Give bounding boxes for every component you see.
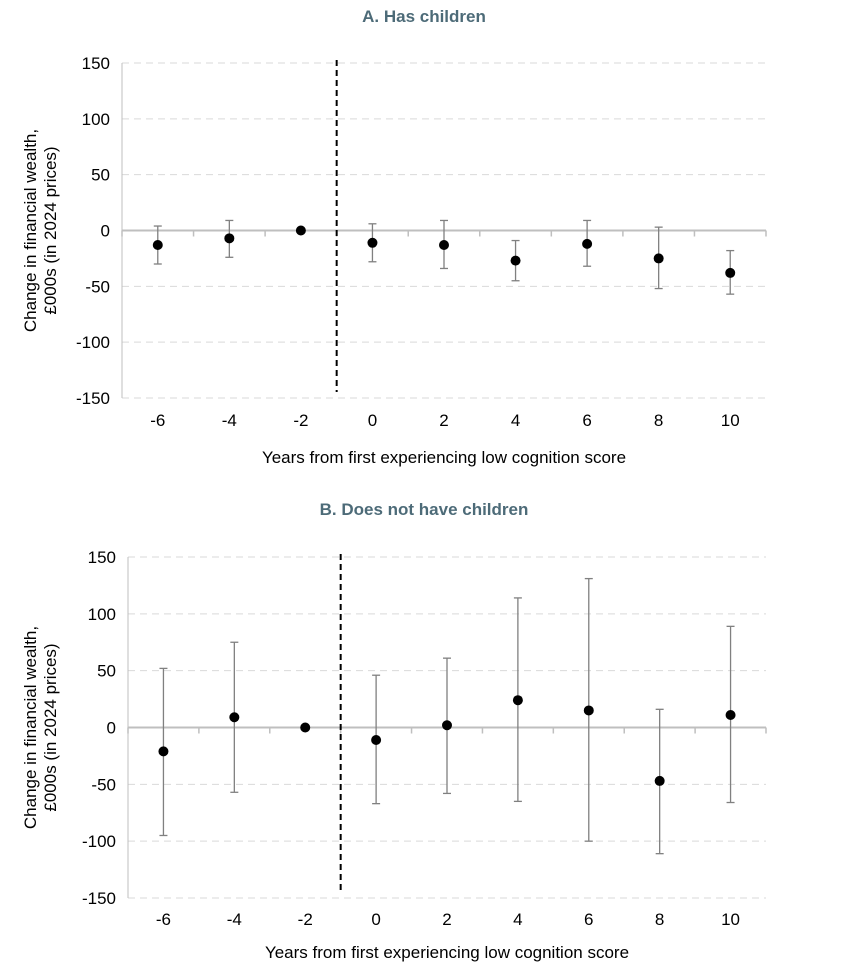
x-tick-label: -6 <box>150 411 165 430</box>
x-tick-label: 2 <box>442 910 451 929</box>
y-tick-label: -50 <box>91 775 116 794</box>
x-axis-label: Years from first experiencing low cognit… <box>265 943 629 962</box>
x-tick-label: 0 <box>368 411 377 430</box>
x-tick-label: 6 <box>582 411 591 430</box>
y-tick-label: 50 <box>91 166 110 185</box>
y-axis-label-line: Change in financial wealth, <box>21 626 40 829</box>
chart-panel-b: B. Does not have children 150 100 50 0 -50 -10… <box>0 494 848 976</box>
x-tick-label: 4 <box>513 910 522 929</box>
x-tick-label: 2 <box>439 411 448 430</box>
y-tick-label: -100 <box>76 333 110 352</box>
x-axis-label: Years from first experiencing low cognit… <box>262 448 626 467</box>
data-point <box>725 267 736 278</box>
chart-title: B. Does not have children <box>320 500 529 519</box>
y-tick-label: -150 <box>76 389 110 408</box>
x-tick-label: 0 <box>371 910 380 929</box>
chart-svg-no-children: B. Does not have children150100500-50-10… <box>21 500 767 962</box>
y-tick-label: -100 <box>82 832 116 851</box>
data-point <box>229 712 240 723</box>
data-point <box>367 237 378 248</box>
x-tick-label: -2 <box>298 910 313 929</box>
y-tick-label: 100 <box>88 605 116 624</box>
y-tick-label: -150 <box>82 889 116 908</box>
data-point <box>439 240 449 251</box>
x-tick-label: 8 <box>655 910 664 929</box>
y-tick-label: 150 <box>88 548 116 567</box>
x-tick-label: 10 <box>721 411 740 430</box>
data-point <box>442 720 452 731</box>
data-point <box>582 238 593 249</box>
x-tick-label: -2 <box>293 411 308 430</box>
y-axis-label-line: £000s (in 2024 prices) <box>41 643 60 811</box>
x-tick-label: 10 <box>721 910 740 929</box>
x-tick-label: -4 <box>222 411 237 430</box>
x-tick-label: 4 <box>511 411 520 430</box>
chart-panel-a: A. Has children 150 100 50 0 -50 -100 -150 -6 -4-… <box>21 7 767 467</box>
x-tick-label: 8 <box>654 411 663 430</box>
data-point <box>371 735 382 746</box>
data-point <box>158 746 169 757</box>
y-tick-label: -50 <box>85 277 110 296</box>
y-tick-label: 0 <box>107 719 116 738</box>
data-point <box>512 695 523 706</box>
data-point <box>295 225 306 236</box>
x-tick-label: -6 <box>156 910 171 929</box>
data-point <box>725 709 736 720</box>
y-tick-label: 0 <box>101 222 110 241</box>
x-tick-label: 6 <box>584 910 593 929</box>
data-point <box>583 705 594 716</box>
chart-title: A. Has children <box>362 7 486 26</box>
y-axis-label-line: Change in financial wealth, <box>21 129 40 332</box>
y-tick-label: 50 <box>97 662 116 681</box>
x-tick-label: -4 <box>227 910 242 929</box>
y-tick-label: 150 <box>82 54 110 73</box>
data-point <box>653 253 664 264</box>
data-point <box>152 240 163 251</box>
y-axis-label-line: £000s (in 2024 prices) <box>41 146 60 314</box>
y-axis-label: Change in financial wealth, £000s (in 202… <box>21 129 60 332</box>
data-point <box>654 775 665 786</box>
y-axis-label: Change in financial wealth, £000s (in 202… <box>21 626 60 829</box>
data-point <box>224 233 235 244</box>
y-tick-label: 100 <box>82 110 110 129</box>
data-point <box>510 255 521 266</box>
data-point <box>300 722 311 733</box>
